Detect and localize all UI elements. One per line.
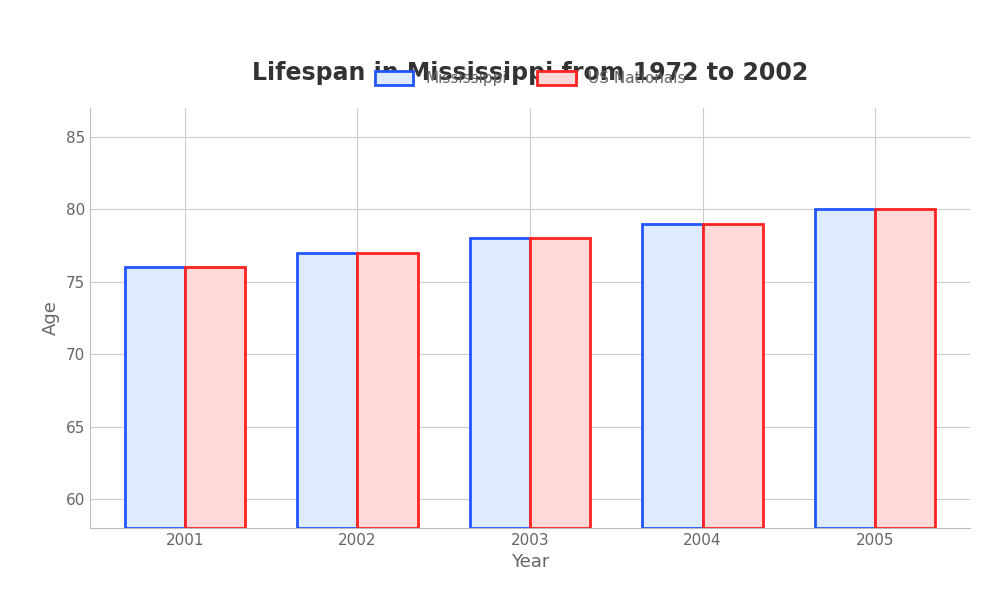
X-axis label: Year: Year xyxy=(511,553,549,571)
Bar xyxy=(875,209,935,528)
Bar xyxy=(357,253,418,528)
Bar xyxy=(185,268,245,528)
Bar xyxy=(703,224,763,528)
Bar xyxy=(470,238,530,528)
Bar xyxy=(297,253,357,528)
Bar xyxy=(815,209,875,528)
Bar xyxy=(530,238,590,528)
Title: Lifespan in Mississippi from 1972 to 2002: Lifespan in Mississippi from 1972 to 200… xyxy=(252,61,808,85)
Y-axis label: Age: Age xyxy=(42,301,60,335)
Bar xyxy=(125,268,185,528)
Legend: Mississippi, US Nationals: Mississippi, US Nationals xyxy=(369,65,691,92)
Bar xyxy=(642,224,703,528)
